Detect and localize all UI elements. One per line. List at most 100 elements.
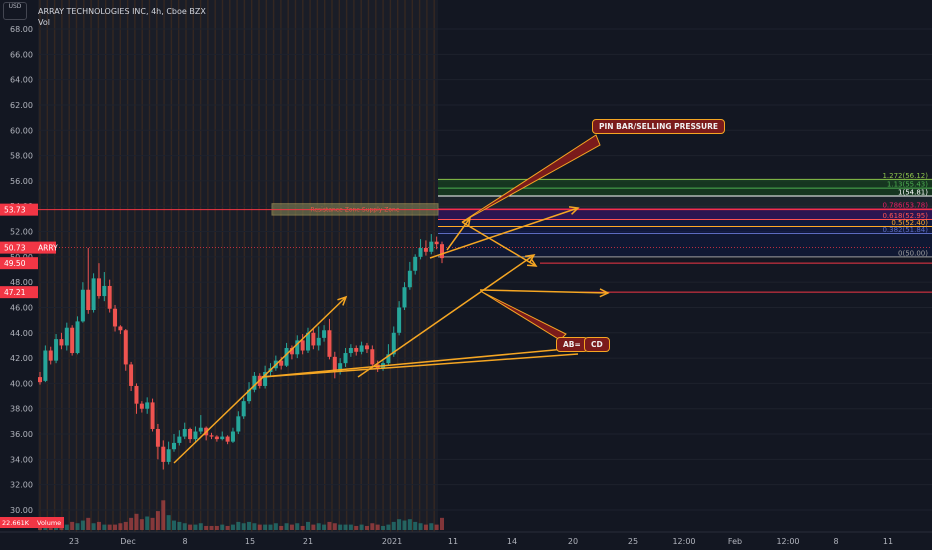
- time-tick-label: 15: [245, 537, 255, 546]
- candle-body: [311, 332, 316, 346]
- volume-bar: [150, 517, 155, 530]
- time-tick-label: 20: [568, 537, 578, 546]
- volume-bar: [134, 513, 139, 530]
- currency-badge[interactable]: USD: [3, 2, 27, 20]
- fib-label: 0.5(52.40): [891, 219, 928, 227]
- price-tick-label: 48.00: [10, 278, 33, 287]
- volume-bar: [295, 523, 300, 530]
- target-arrow-head: [599, 288, 610, 298]
- pin-bar-annotation[interactable]: PIN BAR/SELLING PRESSURE: [592, 119, 725, 134]
- price-tag: [0, 286, 38, 299]
- fib-band: [438, 219, 932, 227]
- volume-bar: [64, 524, 69, 530]
- candle-body: [241, 401, 246, 417]
- candle-body: [155, 428, 160, 447]
- volume-bar: [343, 524, 348, 530]
- volume-bar: [311, 524, 316, 530]
- candle-body: [145, 402, 150, 409]
- volume-bar: [316, 523, 321, 530]
- volume-tag: [0, 517, 34, 528]
- fibonacci-extension: 1.272(56.12)1.13(55.43)1(54.81) 0.786(53.…: [271, 172, 932, 258]
- volume-bar: [381, 525, 386, 530]
- volume-bar: [123, 521, 128, 530]
- candle-body: [107, 285, 112, 309]
- candle-body: [402, 287, 407, 308]
- symbol-title[interactable]: ARRAY TECHNOLOGIES INC, 4h, Cboe BZX: [38, 7, 206, 16]
- candle-body: [214, 436, 219, 440]
- candle-body: [348, 347, 353, 354]
- volume-bars: [38, 500, 444, 530]
- candle-body: [327, 330, 332, 357]
- candle-body: [386, 354, 391, 364]
- volume-bar: [268, 524, 273, 530]
- candle-body: [359, 345, 364, 352]
- fib-label: 1.272(56.12): [882, 172, 928, 180]
- trendline-lower: [261, 347, 577, 378]
- price-tag: [0, 203, 38, 216]
- candle-body: [338, 363, 343, 373]
- ab-text: AB=: [563, 340, 581, 349]
- volume-bar: [300, 525, 305, 530]
- volume-bar: [198, 523, 203, 530]
- candle-body: [247, 389, 252, 402]
- price-tick-label: 56.00: [10, 177, 33, 186]
- candle-body: [123, 330, 128, 365]
- time-axis: 23 Dec 8 15 21 2021 11 14 20 25 12:00 Feb 12:00 8 11: [0, 531, 932, 550]
- volume-bar: [247, 521, 252, 530]
- projection-arrow-down: [461, 221, 537, 267]
- candle-body: [134, 385, 139, 404]
- session-stripes: [38, 0, 438, 532]
- candle-body: [418, 247, 423, 257]
- grid-lines: [38, 28, 932, 511]
- price-tick-label: 42.00: [10, 354, 33, 363]
- volume-bar: [252, 523, 257, 530]
- candle-body: [91, 278, 96, 311]
- time-tick-label: 25: [628, 537, 638, 546]
- volume-bar: [230, 524, 235, 530]
- price-tick-label: 64.00: [10, 76, 33, 85]
- time-axis-bg: [0, 532, 932, 550]
- candle-body: [172, 442, 176, 450]
- volume-bar: [139, 519, 144, 530]
- fib-label: 1(54.81): [898, 188, 928, 196]
- volume-bar: [284, 523, 289, 530]
- candle-body: [177, 436, 182, 443]
- volume-name-label: Volume: [37, 519, 61, 527]
- projection-arrow-up-head: [568, 206, 580, 215]
- candle-body: [252, 375, 257, 390]
- candle-body: [332, 356, 337, 373]
- candle-body: [54, 339, 59, 361]
- volume-legend[interactable]: Vol: [38, 18, 50, 27]
- pin-bar-callout: [461, 134, 601, 223]
- candle-body: [139, 403, 144, 409]
- volume-bar: [338, 524, 343, 530]
- candle-body: [322, 330, 327, 338]
- price-tick-label: 32.00: [10, 481, 33, 490]
- candle-body: [102, 285, 107, 297]
- time-tick-label: 12:00: [672, 537, 695, 546]
- candle-body: [263, 372, 268, 386]
- target-arrow: [479, 289, 609, 294]
- time-tick-label: 8: [833, 537, 838, 546]
- cd-annotation[interactable]: CD: [584, 337, 610, 352]
- volume-bar: [241, 523, 246, 530]
- candle-body: [391, 332, 396, 355]
- volume-bar: [96, 521, 101, 530]
- volume-bar: [413, 521, 418, 530]
- volume-tag-value: 22.661K: [2, 519, 30, 527]
- time-tick-label: 12:00: [776, 537, 799, 546]
- time-tick-label: 14: [507, 537, 517, 546]
- candle-body: [86, 289, 91, 311]
- candle-body: [70, 327, 75, 354]
- candle-body: [80, 289, 85, 322]
- volume-bar: [289, 524, 294, 530]
- price-tick-label: 40.00: [10, 379, 33, 388]
- cd-leg-arrow-head: [524, 254, 536, 264]
- candle-body: [150, 402, 155, 429]
- cd-leg-arrow: [357, 254, 535, 378]
- volume-bar: [225, 525, 230, 530]
- candle-body: [38, 377, 42, 383]
- fib-label: 0.618(52.95): [882, 212, 928, 220]
- candle-body: [166, 449, 171, 462]
